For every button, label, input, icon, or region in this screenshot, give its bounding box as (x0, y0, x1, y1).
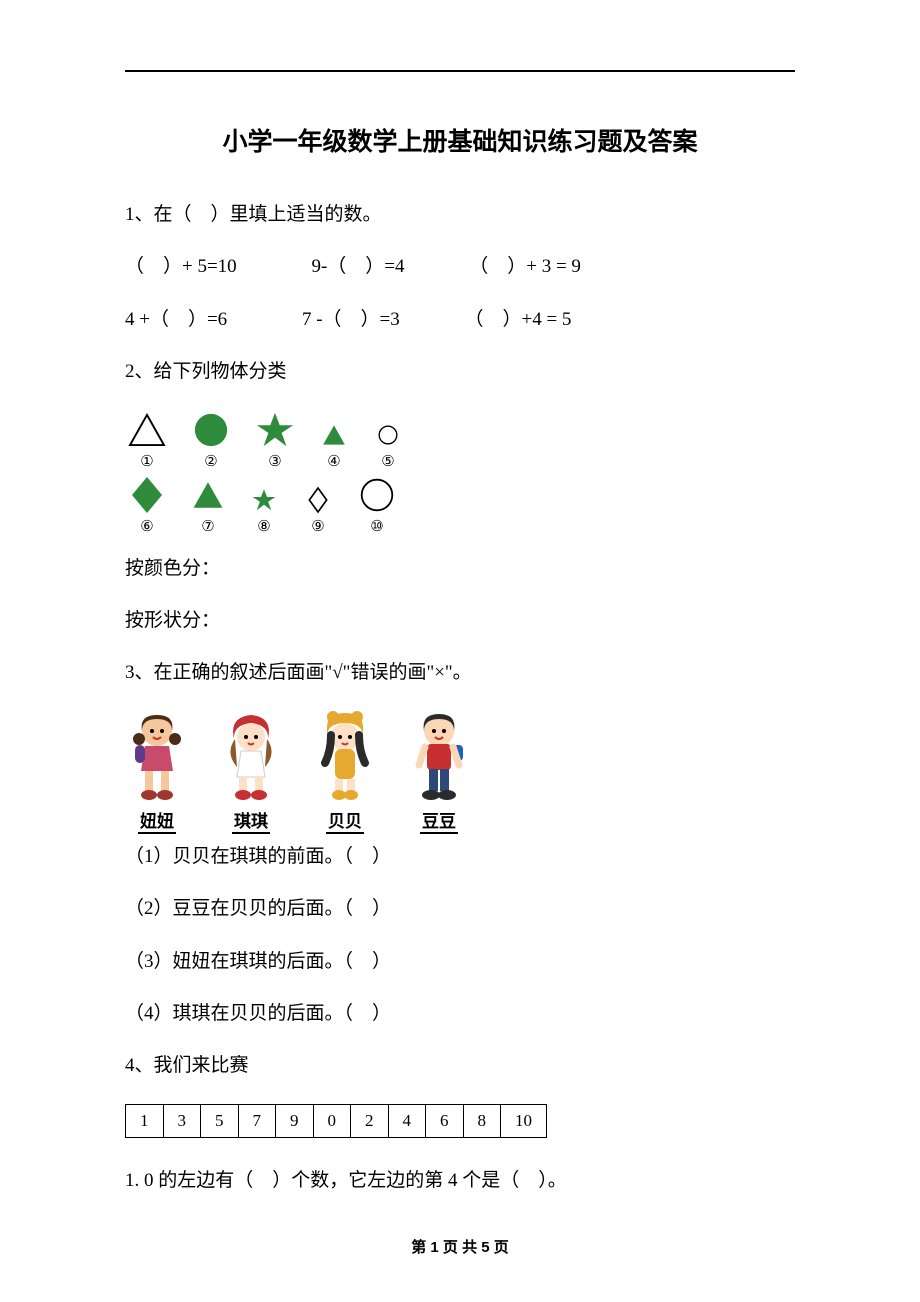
q2-byshape: 按形状分： (125, 606, 795, 636)
shape-cell: ⑤ (371, 420, 405, 471)
shape-row-2: ⑥ ⑦ ⑧ ⑨ (125, 475, 795, 536)
kid-qiqi-icon (219, 711, 283, 803)
table-cell: 1 (126, 1104, 164, 1137)
footer-pagenum: 1 (430, 1239, 438, 1256)
kids-row: 妞妞 琪琪 (125, 711, 795, 834)
kid-cell: 豆豆 (407, 711, 471, 834)
shape-cell: ⑧ (247, 485, 281, 536)
kid-doudou-icon (407, 711, 471, 803)
footer-text: 第 (411, 1239, 430, 1256)
kid-beibei-icon (313, 711, 377, 803)
page-title: 小学一年级数学上册基础知识练习题及答案 (125, 122, 795, 158)
table-cell: 8 (463, 1104, 501, 1137)
q1-eq: 9-（ ）=4 (311, 252, 404, 282)
shape-cell: ② (189, 410, 233, 471)
triangle-green-small-icon (322, 420, 346, 450)
shape-label: ⑥ (140, 517, 153, 536)
q1-eq: 7 -（ ）=3 (302, 305, 400, 335)
kid-name: 妞妞 (138, 807, 176, 834)
shape-cell: ⑦ (189, 475, 227, 536)
shape-cell: ⑨ (301, 485, 335, 536)
shape-label: ⑧ (257, 517, 270, 536)
q3-item: （2）豆豆在贝贝的后面。（ ） (125, 894, 795, 924)
table-cell: 9 (276, 1104, 314, 1137)
kid-niuniu-icon (125, 711, 189, 803)
shape-label: ③ (268, 452, 281, 471)
triangle-outline-icon (128, 410, 166, 450)
table-cell: 7 (238, 1104, 276, 1137)
footer-text: 页 共 (439, 1239, 482, 1256)
shape-label: ② (204, 452, 217, 471)
kid-cell: 妞妞 (125, 711, 189, 834)
shape-label: ⑨ (311, 517, 324, 536)
footer-total: 5 (481, 1239, 489, 1256)
q4-prompt: 4、我们来比赛 (125, 1051, 795, 1081)
shape-label: ① (140, 452, 153, 471)
shape-cell: ④ (317, 420, 351, 471)
q3-item: （3）妞妞在琪琪的后面。（ ） (125, 947, 795, 977)
q2-bycolor: 按颜色分： (125, 554, 795, 584)
table-cell: 5 (201, 1104, 239, 1137)
kid-name: 贝贝 (326, 807, 364, 834)
shapes-block: ① ② ③ ④ (125, 410, 795, 536)
q3-item: （4）琪琪在贝贝的后面。（ ） (125, 999, 795, 1029)
q4-sub: 1. 0 的左边有（ ）个数，它左边的第 4 个是（ ）。 (125, 1166, 795, 1196)
shape-label: ⑩ (370, 517, 383, 536)
diamond-green-icon (130, 475, 164, 515)
shape-label: ⑦ (201, 517, 214, 536)
shape-cell: ① (125, 410, 169, 471)
top-rule (125, 70, 795, 72)
diamond-outline-icon (308, 485, 328, 515)
kid-cell: 贝贝 (313, 711, 377, 834)
table-cell: 6 (426, 1104, 464, 1137)
shape-cell: ⑥ (125, 475, 169, 536)
number-table: 1 3 5 7 9 0 2 4 6 8 10 (125, 1104, 547, 1138)
table-cell: 4 (388, 1104, 426, 1137)
circle-outline-icon (359, 475, 395, 515)
table-cell: 10 (501, 1104, 547, 1137)
q1-prompt: 1、在（ ）里填上适当的数。 (125, 200, 795, 230)
shape-cell: ③ (253, 410, 297, 471)
kid-name: 琪琪 (232, 807, 270, 834)
q3-prompt: 3、在正确的叙述后面画"√"错误的画"×"。 (125, 658, 795, 688)
page-footer: 第 1 页 共 5 页 (125, 1236, 795, 1257)
triangle-green-icon (192, 475, 224, 515)
q2-prompt: 2、给下列物体分类 (125, 357, 795, 387)
circle-green-icon (192, 410, 230, 450)
shape-label: ④ (327, 452, 340, 471)
footer-text: 页 (490, 1239, 509, 1256)
q1-eq: （ ）+4 = 5 (464, 305, 571, 335)
q1-row1: （ ）+ 5=10 9-（ ）=4 （ ）+ 3 = 9 (125, 252, 795, 282)
table-cell: 0 (313, 1104, 351, 1137)
table-cell: 3 (163, 1104, 201, 1137)
star-green-icon (255, 410, 295, 450)
star-green-small-icon (252, 485, 276, 515)
kid-name: 豆豆 (420, 807, 458, 834)
shape-cell: ⑩ (355, 475, 399, 536)
shape-row-1: ① ② ③ ④ (125, 410, 795, 471)
table-cell: 2 (351, 1104, 389, 1137)
shape-label: ⑤ (381, 452, 394, 471)
q3-item: （1）贝贝在琪琪的前面。（ ） (125, 842, 795, 872)
q1-eq: （ ）+ 3 = 9 (469, 252, 581, 282)
q1-eq: （ ）+ 5=10 (125, 252, 237, 282)
circle-outline-small-icon (377, 420, 399, 450)
kid-cell: 琪琪 (219, 711, 283, 834)
q1-eq: 4 +（ ）=6 (125, 305, 227, 335)
q1-row2: 4 +（ ）=6 7 -（ ）=3 （ ）+4 = 5 (125, 305, 795, 335)
